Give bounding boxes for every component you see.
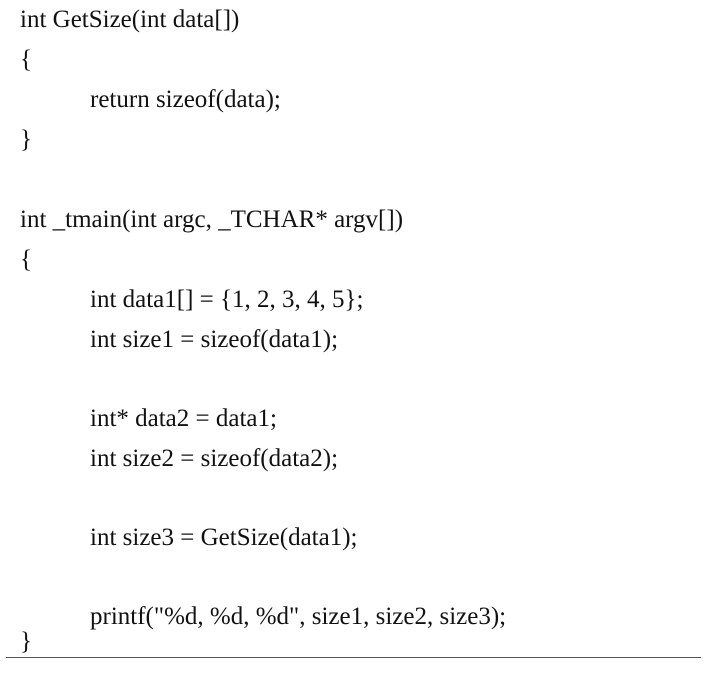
code-line-7: int data1[] = {1, 2, 3, 4, 5};: [90, 286, 364, 313]
code-listing: int GetSize(int data[]) { return sizeof(…: [6, 0, 701, 658]
code-line-3: return sizeof(data);: [90, 86, 281, 113]
code-line-5: int _tmain(int argc, _TCHAR* argv[]): [20, 206, 404, 233]
code-line-13: }: [20, 628, 32, 655]
code-line-1: int GetSize(int data[]): [20, 6, 240, 33]
code-line-6: {: [20, 246, 32, 273]
code-line-2: {: [20, 46, 32, 73]
code-line-10: int size2 = sizeof(data2);: [90, 445, 339, 472]
code-line-4: }: [20, 126, 32, 153]
code-line-8: int size1 = sizeof(data1);: [90, 326, 339, 353]
code-line-11: int size3 = GetSize(data1);: [90, 524, 358, 551]
code-line-12: printf("%d, %d, %d", size1, size2, size3…: [90, 603, 507, 630]
code-line-9: int* data2 = data1;: [90, 405, 277, 432]
